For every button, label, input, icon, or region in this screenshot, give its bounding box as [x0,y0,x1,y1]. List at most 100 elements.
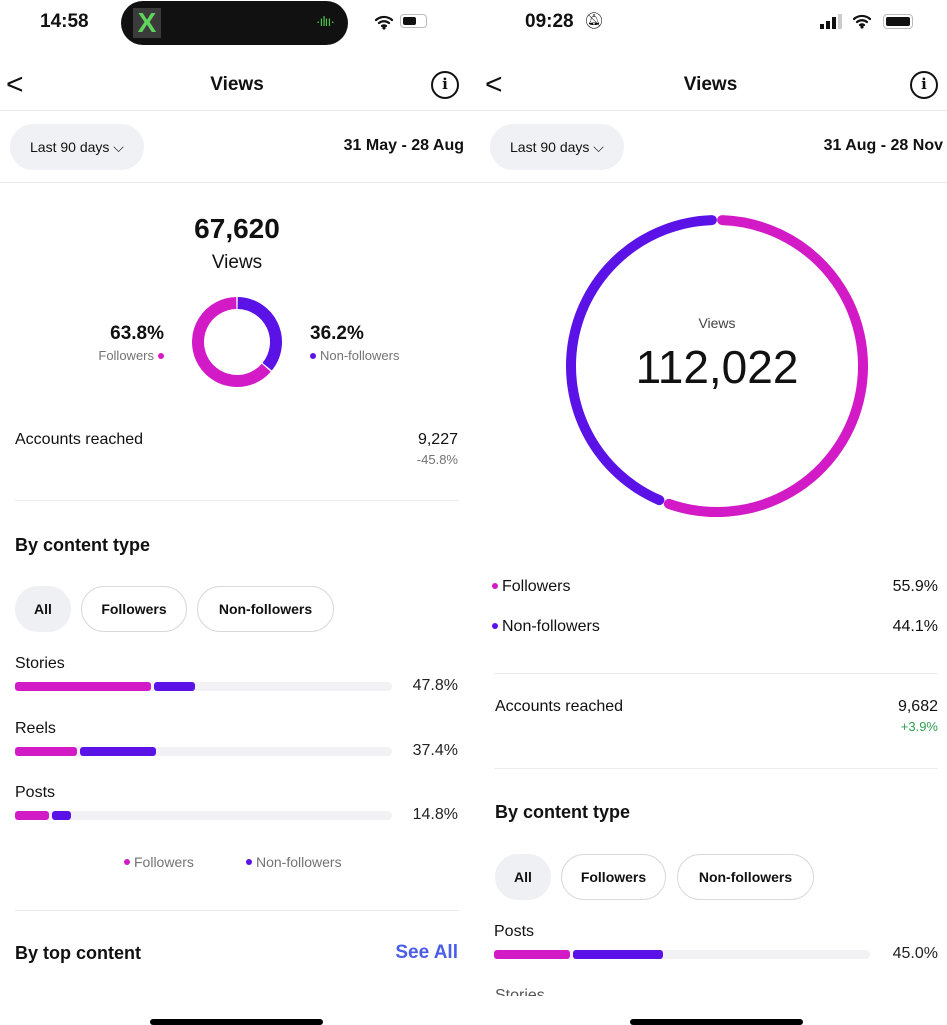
legend-label: Non-followers [256,854,342,870]
content-row-pct: 47.8% [412,677,458,694]
content-row-pct: 14.8% [412,806,458,823]
accounts-reached-change: -45.8% [416,452,458,467]
info-icon[interactable]: i [910,71,938,99]
date-filter-dropdown[interactable]: Last 90 days ⌵ [10,124,144,170]
content-row-pct: 37.4% [412,741,458,759]
signal-icon [820,14,842,29]
content-row-bar [15,746,392,756]
non-followers-label: Non-followers [320,348,400,363]
content-row-bar [15,811,392,820]
followers-arc [663,215,868,517]
views-label: Views [698,315,736,331]
views-label: Views [211,252,263,273]
non-followers-pct: 44.1% [892,618,938,635]
home-indicator[interactable] [150,1019,323,1025]
followers-segment [494,950,570,959]
divider [15,500,459,501]
content-row-label: Posts [494,923,535,940]
date-filter-dropdown[interactable]: Last 90 days ⌵ [490,124,624,170]
non-followers-segment [153,682,196,691]
views-total: 112,022 [635,341,799,393]
wifi-icon [374,15,394,30]
battery-icon [400,14,427,28]
date-range: 31 May - 28 Aug [343,137,464,154]
accounts-reached-value: 9,227 [417,431,458,448]
followers-dot [492,582,498,589]
home-indicator[interactable] [630,1019,803,1025]
top-content-title: By top content [15,943,141,963]
legend-label: Non-followers [502,618,600,635]
page-title: Views [210,74,264,95]
non-followers-segment [80,746,156,756]
followers-segment [15,746,78,756]
followers-pct: 55.9% [892,578,938,595]
chip-all[interactable]: All [495,854,551,900]
non-followers-segment [51,811,71,820]
non-followers-dot [246,859,252,866]
x-app-icon: X [133,8,161,38]
non-followers-dot [310,352,316,359]
divider [474,110,947,111]
accounts-reached-value: 9,682 [897,698,938,715]
status-time: 14:58 [40,11,89,32]
legend-label: Followers [502,578,571,595]
divider [15,910,459,911]
filter-label: Last 90 days [510,139,590,155]
wifi-icon [852,14,872,29]
content-row-label: Posts [15,784,56,801]
content-row-label: Stories [15,655,65,672]
divider [0,182,474,183]
divider [494,768,938,769]
followers-dot [124,859,130,866]
stories-row-partial: Stories [495,987,545,996]
views-donut [192,297,282,387]
legend-non-followers: Non-followers [492,618,600,636]
content-type-title: By content type [495,802,631,822]
non-followers-dot [492,622,498,629]
divider [494,673,938,674]
back-button[interactable]: < [6,68,24,101]
left-screen: 14:58 X ·ılıı· < Views i Last 90 days ⌵ … [0,0,474,1025]
chip-followers[interactable]: Followers [561,854,666,900]
non-followers-arc [237,297,282,371]
battery-icon [883,14,913,29]
accounts-reached-change: +3.9% [900,719,938,734]
content-row-bar [15,682,392,691]
date-range: 31 Aug - 28 Nov [823,137,943,154]
followers-stat: 63.8% Followers [98,323,164,363]
non-followers-arc [566,215,717,506]
legend-followers: Followers [120,854,194,870]
accounts-reached-label: Accounts reached [495,698,624,715]
page-title: Views [683,74,738,95]
content-row-bar [494,950,870,959]
back-button[interactable]: < [485,68,503,101]
followers-segment [15,682,151,691]
content-type-title: By content type [15,535,151,555]
divider [474,182,947,183]
bell-slash-icon: 🔕︎ [584,13,605,30]
status-time: 09:28 [525,11,574,32]
non-followers-segment [572,950,664,959]
divider [0,110,474,111]
legend-label: Followers [134,854,194,870]
chevron-down-icon: ⌵ [593,139,604,155]
filter-label: Last 90 days [30,139,110,155]
right-screen: 09:28 🔕︎ < Views i Last 90 days ⌵ 31 Aug… [474,0,947,1025]
followers-segment [15,811,49,820]
chip-non-followers[interactable]: Non-followers [677,854,814,900]
content-row-pct: 45.0% [892,945,938,962]
audio-wave-icon: ·ılıı· [315,13,335,29]
chip-followers[interactable]: Followers [81,586,187,632]
info-icon[interactable]: i [431,71,459,99]
content-row-label: Reels [15,719,56,737]
chip-non-followers[interactable]: Non-followers [197,586,334,632]
non-followers-stat: 36.2% Non-followers [310,323,399,363]
followers-label: Followers [98,348,154,363]
views-donut [566,215,868,517]
accounts-reached-label: Accounts reached [15,431,144,448]
followers-arc [192,297,271,387]
see-all-link[interactable]: See All [395,942,458,963]
views-total: 67,620 [194,213,280,244]
dynamic-island: X ·ılıı· [121,1,348,45]
chip-all[interactable]: All [15,586,71,632]
